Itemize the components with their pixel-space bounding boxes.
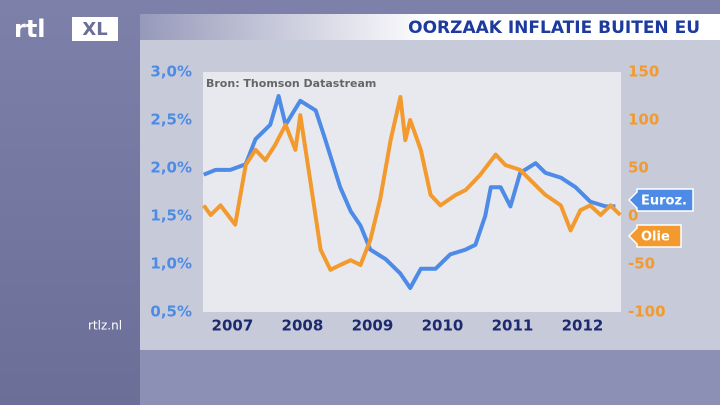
legend-box bbox=[627, 188, 694, 212]
y-tick-label: 1,0% bbox=[150, 255, 192, 273]
annotation: Bron: Thomson Datastream bbox=[206, 77, 376, 90]
y-tick-label: 2,5% bbox=[150, 111, 192, 129]
y2-tick-label: 100 bbox=[628, 111, 659, 129]
title-bar bbox=[140, 14, 720, 40]
y2-tick-label: -50 bbox=[628, 255, 655, 273]
series-line bbox=[202, 95, 622, 272]
x-tick-label: 2008 bbox=[282, 317, 324, 335]
legend-label: Euroz. bbox=[641, 194, 687, 209]
footer: rtlz.nl bbox=[88, 319, 122, 333]
x-tick-label: 2012 bbox=[562, 317, 604, 335]
y-tick-label: 3,0% bbox=[150, 63, 192, 81]
legend-label: Olie bbox=[641, 230, 670, 245]
y2-tick-label: -100 bbox=[628, 303, 666, 321]
logo-badge: XL bbox=[82, 19, 107, 40]
logo-badge-box bbox=[72, 17, 118, 41]
y2-tick-label: 50 bbox=[628, 159, 649, 177]
y2-tick-label: 0 bbox=[628, 207, 638, 225]
x-tick-label: 2010 bbox=[422, 317, 464, 335]
y-tick-label: 2,0% bbox=[150, 159, 192, 177]
plot-area bbox=[203, 72, 621, 312]
y-tick-label: 0,5% bbox=[150, 303, 192, 321]
legend-box bbox=[627, 224, 682, 248]
x-tick-label: 2009 bbox=[352, 317, 394, 335]
series-line bbox=[202, 94, 616, 290]
x-tick-label: 2007 bbox=[212, 317, 254, 335]
y-tick-label: 1,5% bbox=[150, 207, 192, 225]
x-tick-label: 2011 bbox=[492, 317, 534, 335]
chart-title: OORZAAK INFLATIE BUITEN EU bbox=[408, 18, 700, 38]
logo: rtl bbox=[14, 15, 46, 43]
y2-tick-label: 150 bbox=[628, 63, 659, 81]
bottom-band bbox=[140, 350, 720, 405]
